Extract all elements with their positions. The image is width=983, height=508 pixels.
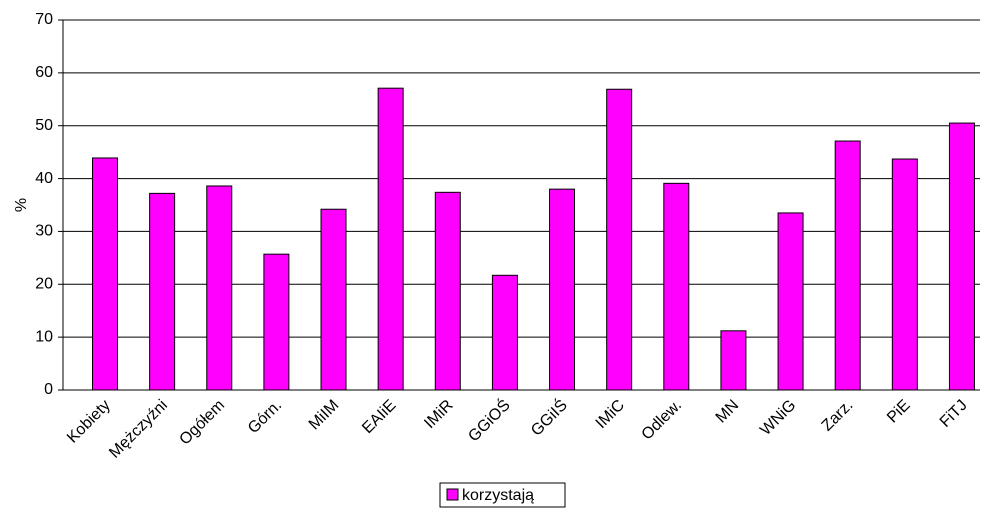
x-tick-label: WNiG (757, 397, 799, 439)
x-tick-label: EAIiE (359, 397, 399, 437)
bar (663, 182, 690, 391)
bar (377, 87, 404, 391)
bar (320, 208, 347, 391)
y-tick-label: 30 (35, 223, 53, 240)
y-tick-label: 10 (35, 328, 53, 345)
x-tick-label: IMiR (421, 397, 456, 432)
y-tick-label: 60 (35, 64, 53, 81)
legend-box (439, 482, 566, 508)
y-tick-label: 40 (35, 170, 53, 187)
x-tick-label: IMiC (593, 397, 628, 432)
bar (834, 140, 861, 391)
bar (606, 88, 633, 391)
y-tick-label: 0 (44, 381, 53, 398)
y-tick-label: 70 (35, 11, 53, 28)
x-tick-label: Ogółem (176, 397, 228, 449)
y-tick-label: 50 (35, 117, 53, 134)
bar (549, 188, 576, 391)
x-tick-label: Kobiety (64, 397, 114, 447)
bar (491, 274, 518, 391)
x-tick-label: Górn. (245, 397, 285, 437)
x-tick-label: Mężczyźni (106, 397, 171, 462)
x-tick-label: PiE (884, 397, 914, 427)
y-axis-label: % (13, 198, 30, 212)
y-tick-label: 20 (35, 276, 53, 293)
x-tick-label: Zarz. (819, 397, 857, 435)
x-tick-label: Odlew. (639, 397, 686, 444)
legend-label: korzystają (462, 487, 534, 504)
bar (206, 185, 233, 391)
x-tick-label: FiTJ (937, 397, 971, 431)
bar (720, 330, 747, 391)
x-tick-label: MN (713, 397, 743, 427)
bar (777, 212, 804, 391)
bar (149, 192, 176, 391)
bar (263, 253, 290, 391)
x-tick-label: GGiOŚ (464, 395, 514, 445)
bar (891, 158, 918, 391)
bar (434, 191, 461, 391)
x-tick-label: GGiIŚ (527, 395, 571, 439)
bar (92, 157, 118, 391)
x-tick-label: MiIM (306, 397, 343, 434)
bar (948, 122, 975, 391)
legend-swatch (446, 488, 459, 501)
